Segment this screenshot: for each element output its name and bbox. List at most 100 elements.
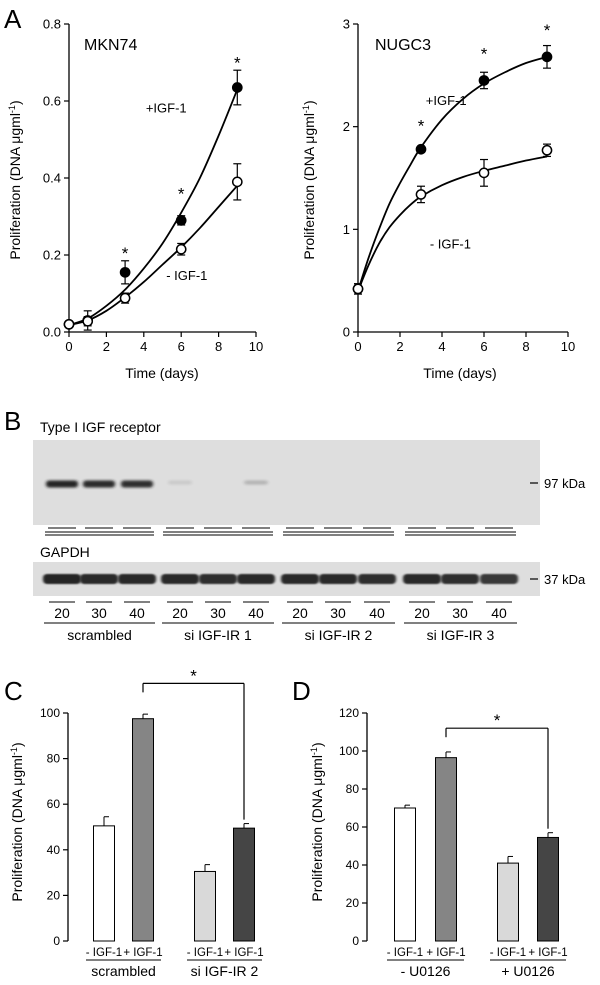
x-tick-label: 6: [178, 339, 185, 354]
y-tick-label: 3: [343, 17, 350, 32]
group-label: scrambled: [67, 627, 132, 643]
gapdh-band: [319, 574, 357, 584]
y-tick-label: 0.6: [43, 94, 61, 109]
significance-marker: *: [190, 666, 197, 685]
y-tick-label: 20: [346, 896, 360, 910]
x-tick-label: 2: [103, 339, 110, 354]
y-tick-label: 40: [346, 858, 360, 872]
x-axis-label: Time (days): [423, 365, 496, 381]
y-tick-label: 1: [343, 222, 350, 237]
group-label: scrambled: [91, 963, 156, 979]
bar: [194, 870, 216, 942]
group-label: + U0126: [501, 963, 555, 979]
panel-label-c: C: [4, 676, 23, 706]
x-tick-label: 6: [480, 339, 487, 354]
y-axis-label-sup: -1: [301, 105, 311, 113]
fit-curve-plus-igf1: [68, 89, 239, 326]
x-tick-label: 0: [354, 339, 361, 354]
y-tick-label: 100: [339, 744, 359, 758]
lane-label: 20: [414, 605, 430, 621]
y-axis-label-end: ): [9, 742, 25, 747]
y-tick-label: 0: [343, 325, 350, 340]
y-axis-label: Proliferation (DNA μgml-1): [9, 742, 25, 901]
y-tick-label: 0.8: [43, 17, 61, 32]
gapdh-band: [118, 574, 156, 584]
chart-title: MKN74: [84, 37, 137, 54]
lane-label: 30: [452, 605, 468, 621]
data-point-plus-igf1: [119, 266, 131, 278]
y-axis-label-end: ): [309, 742, 325, 747]
y-axis-label-sup: -1: [9, 747, 19, 755]
blot-membrane-igf1r: [33, 440, 540, 525]
y-axis-label: Proliferation (DNA μgml-1): [7, 100, 23, 259]
igf1r-band: [168, 480, 192, 485]
marker-37-kda: 37 kDa: [544, 572, 586, 587]
data-point-minus-igf1: [478, 167, 490, 179]
bar: [93, 825, 115, 942]
y-tick-label: 100: [40, 706, 60, 720]
group-label: si IGF-IR 2: [305, 627, 373, 643]
y-tick-label: 0.0: [43, 325, 61, 340]
x-axis-label: Time (days): [125, 365, 198, 381]
chart-title: NUGC3: [375, 37, 431, 54]
bar-label: + IGF-1: [528, 947, 567, 959]
group-label: si IGF-IR 1: [184, 627, 252, 643]
y-axis-label-main: Proliferation (DNA μgml: [9, 755, 25, 902]
x-tick-label: 4: [438, 339, 445, 354]
y-axis-label-sup: -1: [309, 747, 319, 755]
data-point-minus-igf1: [175, 243, 187, 255]
bar: [537, 836, 559, 942]
fit-curve-minus-igf1: [357, 155, 548, 292]
data-point-plus-igf1: [231, 82, 243, 93]
lane-label: 40: [129, 605, 145, 621]
bar-label: - IGF-1: [187, 947, 223, 959]
gapdh-band: [237, 574, 275, 584]
gapdh-band: [403, 574, 441, 584]
data-point-plus-igf1: [415, 143, 427, 155]
igf1r-band: [46, 480, 78, 488]
panel-label-d: D: [292, 676, 311, 706]
data-point-plus-igf1: [175, 215, 187, 226]
igf1r-band: [244, 480, 268, 485]
y-axis-label-main: Proliferation (DNA μgml: [301, 113, 317, 260]
y-axis-label-sup: -1: [7, 105, 17, 113]
lane-label: 20: [292, 605, 308, 621]
data-point-minus-igf1: [119, 292, 131, 304]
y-axis-label: Proliferation (DNA μgml-1): [309, 742, 325, 901]
gapdh-band: [281, 574, 319, 584]
gapdh-band: [80, 574, 118, 584]
chart-nugc3: NUGC3 Time (days) Proliferation (DNA μgm…: [301, 17, 575, 382]
panel-label-a: A: [4, 4, 22, 34]
series-label: +IGF-1: [146, 101, 187, 116]
x-tick-label: 8: [215, 339, 222, 354]
data-point-minus-igf1: [63, 318, 75, 330]
bar: [435, 757, 457, 942]
x-tick-label: 0: [65, 339, 72, 354]
igf1r-band: [121, 480, 153, 488]
bar: [394, 807, 416, 942]
data-point-minus-igf1: [352, 283, 364, 295]
significance-marker: *: [178, 185, 185, 204]
lane-label: 40: [369, 605, 385, 621]
data-point-minus-igf1: [415, 189, 427, 200]
lane-label: 30: [330, 605, 346, 621]
y-axis-label-end: ): [7, 100, 23, 105]
significance-marker: *: [544, 21, 551, 40]
gapdh-band: [441, 574, 479, 584]
y-tick-label: 40: [47, 843, 61, 857]
bar: [497, 862, 519, 942]
bar-label: - IGF-1: [86, 947, 122, 959]
y-tick-label: 0: [352, 934, 359, 948]
lane-labels: 20 30 40 20 30 40 20 30 40 20 30 40 scrambled si IGF-…: [44, 601, 517, 643]
series-label: +IGF-1: [426, 93, 467, 108]
y-tick-label: 60: [346, 820, 360, 834]
y-axis-label-end: ): [301, 100, 317, 105]
series-label: - IGF-1: [166, 268, 207, 283]
y-tick-label: 80: [346, 782, 360, 796]
bar-label: + IGF-1: [123, 947, 162, 959]
gapdh-band: [358, 574, 396, 584]
lane-underlines: [45, 527, 516, 536]
gapdh-band: [161, 574, 199, 584]
significance-marker: *: [481, 45, 488, 64]
